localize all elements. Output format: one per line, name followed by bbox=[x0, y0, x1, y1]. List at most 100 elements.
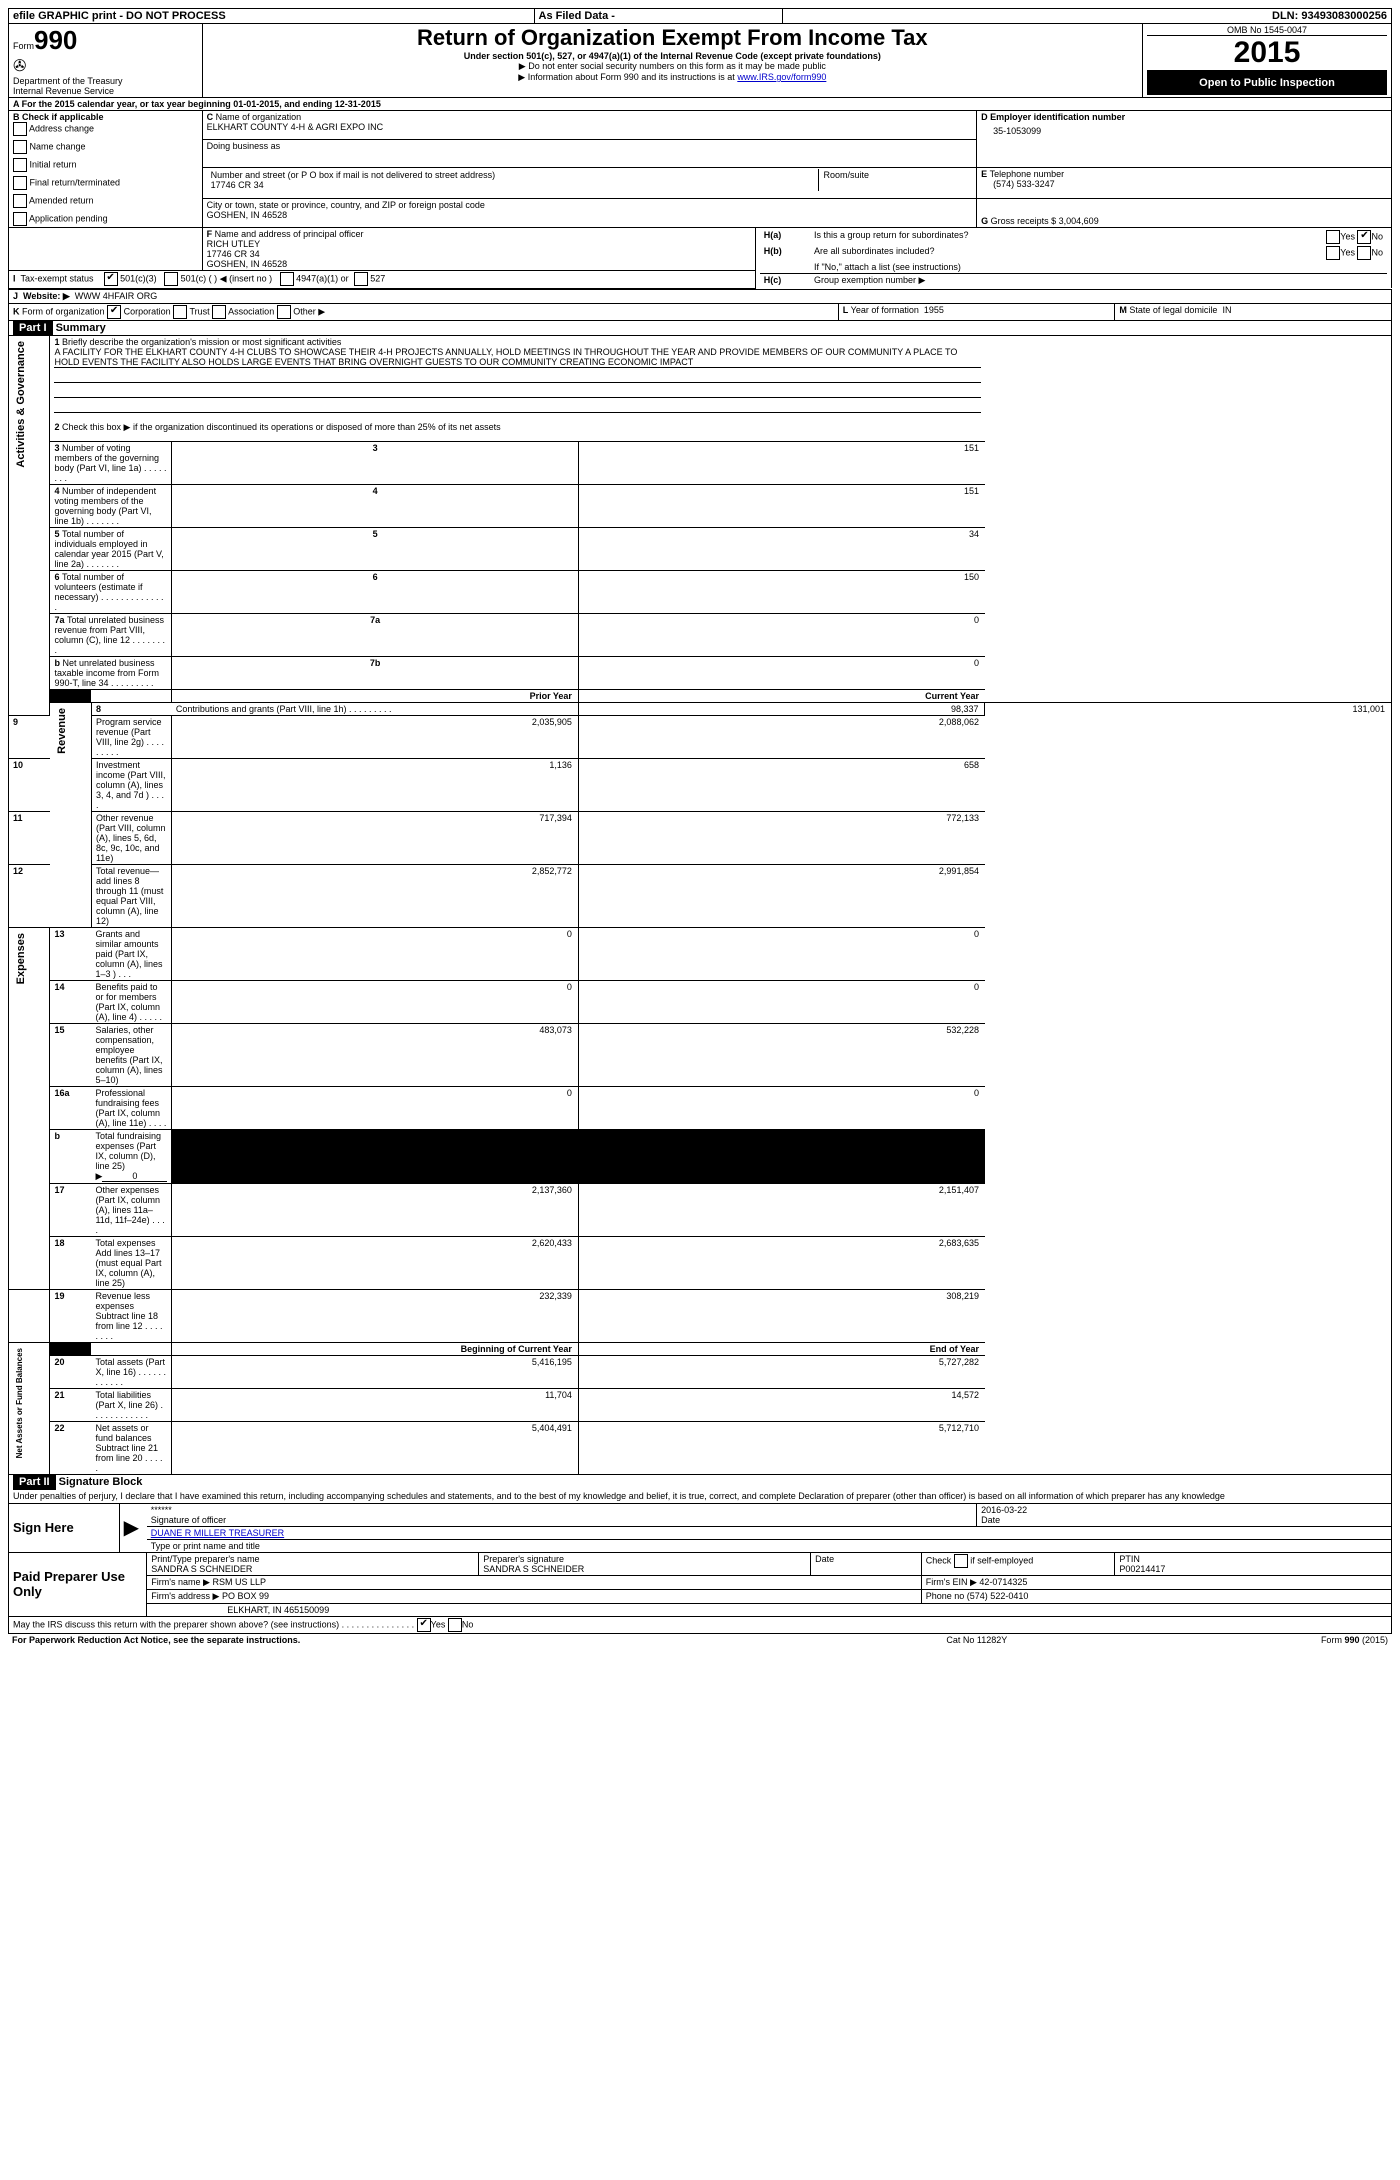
cat-no: Cat No 11282Y bbox=[838, 1634, 1115, 1646]
corp-check[interactable]: ✔ bbox=[107, 305, 121, 319]
r9c: 2,088,062 bbox=[578, 715, 985, 758]
revenue-label: Revenue bbox=[54, 704, 70, 758]
sig-date: 2016-03-22 bbox=[981, 1505, 1387, 1515]
row-klm: K Form of organization ✔ Corporation Tru… bbox=[8, 304, 1392, 321]
paperwork-note: For Paperwork Reduction Act Notice, see … bbox=[8, 1634, 838, 1646]
website-value: WWW 4HFAIR ORG bbox=[75, 291, 158, 301]
527-check[interactable] bbox=[354, 272, 368, 286]
line9: Program service revenue (Part VIII, line… bbox=[96, 717, 162, 747]
phone-label: Telephone number bbox=[990, 169, 1065, 179]
name-change-check[interactable] bbox=[13, 140, 27, 154]
amended-check[interactable] bbox=[13, 194, 27, 208]
ein-label: Employer identification number bbox=[990, 112, 1125, 122]
dept-treasury: Department of the Treasury bbox=[13, 76, 198, 86]
discuss-no[interactable] bbox=[448, 1618, 462, 1632]
r15c: 532,228 bbox=[578, 1023, 985, 1086]
end-hdr: End of Year bbox=[578, 1342, 985, 1355]
r13p: 0 bbox=[172, 927, 579, 980]
ha-yes[interactable] bbox=[1326, 230, 1340, 244]
hb-no[interactable] bbox=[1357, 246, 1371, 260]
sign-here: Sign Here bbox=[9, 1504, 120, 1553]
4947-check[interactable] bbox=[280, 272, 294, 286]
current-year-hdr: Current Year bbox=[578, 689, 985, 702]
irs-link[interactable]: www.IRS.gov/form990 bbox=[737, 72, 826, 82]
r14c: 0 bbox=[578, 980, 985, 1023]
dln-value: 93493083000256 bbox=[1301, 10, 1387, 22]
line5: Total number of individuals employed in … bbox=[54, 529, 163, 569]
discuss-text: May the IRS discuss this return with the… bbox=[13, 1619, 339, 1629]
r10p: 1,136 bbox=[172, 758, 579, 811]
501c3-check[interactable]: ✔ bbox=[104, 272, 118, 286]
officer-label: Name and address of principal officer bbox=[215, 229, 364, 239]
street-label: Number and street (or P O box if mail is… bbox=[211, 170, 815, 180]
initial-return-check[interactable] bbox=[13, 158, 27, 172]
part1-label: Part I bbox=[13, 320, 53, 336]
other-check[interactable] bbox=[277, 305, 291, 319]
irs-label: Internal Revenue Service bbox=[13, 86, 198, 96]
r11p: 717,394 bbox=[172, 811, 579, 864]
r20e: 5,727,282 bbox=[578, 1355, 985, 1388]
part1-body: Activities & Governance 1 Briefly descri… bbox=[8, 335, 1392, 1475]
org-name: ELKHART COUNTY 4-H & AGRI EXPO INC bbox=[207, 122, 972, 132]
line4: Number of independent voting members of … bbox=[54, 486, 156, 526]
officer-name-link[interactable]: DUANE R MILLER TREASURER bbox=[151, 1528, 284, 1538]
firm-name: RSM US LLP bbox=[212, 1577, 266, 1587]
org-name-label: Name of organization bbox=[216, 112, 302, 122]
sig-label: Signature of officer bbox=[151, 1515, 972, 1525]
part2-title: Signature Block bbox=[59, 1476, 143, 1488]
part2-label: Part II bbox=[13, 1474, 56, 1490]
part1-heading: Part I Summary bbox=[8, 321, 1392, 335]
line7b: Net unrelated business taxable income fr… bbox=[54, 658, 159, 688]
ha-no[interactable]: ✔ bbox=[1357, 230, 1371, 244]
preparer-sig: SANDRA S SCHNEIDER bbox=[483, 1564, 806, 1574]
app-pending-check[interactable] bbox=[13, 212, 27, 226]
501c-check[interactable] bbox=[164, 272, 178, 286]
firm-addr2: ELKHART, IN 465150099 bbox=[147, 1603, 1392, 1616]
hb-yes[interactable] bbox=[1326, 246, 1340, 260]
addr-change-check[interactable] bbox=[13, 122, 27, 136]
efile-text: efile GRAPHIC print - DO NOT PROCESS bbox=[9, 9, 535, 24]
form-header: Form990 ✇ Department of the Treasury Int… bbox=[8, 24, 1392, 98]
line21: Total liabilities (Part X, line 26) bbox=[95, 1390, 158, 1410]
paid-preparer-block: Paid Preparer Use Only Print/Type prepar… bbox=[8, 1553, 1392, 1617]
governance-label: Activities & Governance bbox=[13, 337, 29, 472]
type-label: Type or print name and title bbox=[147, 1539, 1392, 1552]
phone-value: (574) 533-3247 bbox=[981, 179, 1387, 189]
line22: Net assets or fund balances Subtract lin… bbox=[95, 1423, 158, 1463]
open-inspection: Open to Public Inspection bbox=[1147, 71, 1387, 95]
form-ref: Form 990 (2015) bbox=[1115, 1634, 1392, 1646]
hc-label: Group exemption number ▶ bbox=[810, 274, 1387, 288]
r13c: 0 bbox=[578, 927, 985, 980]
city-label: City or town, state or province, country… bbox=[207, 200, 972, 210]
form-subtitle: Under section 501(c), 527, or 4947(a)(1)… bbox=[207, 51, 1138, 61]
r16ac: 0 bbox=[578, 1086, 985, 1129]
ha-label: Is this a group return for subordinates? bbox=[810, 229, 1186, 245]
r21b: 11,704 bbox=[172, 1388, 579, 1421]
entity-block: B Check if applicable Address change Nam… bbox=[8, 111, 1392, 228]
final-return-check[interactable] bbox=[13, 176, 27, 190]
self-emp-check[interactable] bbox=[954, 1554, 968, 1568]
val5: 34 bbox=[578, 527, 985, 570]
part2-heading: Part II Signature Block bbox=[8, 1475, 1392, 1489]
hb-label: Are all subordinates included? bbox=[810, 245, 1186, 261]
website-label: Website: ▶ bbox=[23, 291, 70, 301]
r16ap: 0 bbox=[172, 1086, 579, 1129]
form-label: Form bbox=[13, 41, 34, 51]
r15p: 483,073 bbox=[172, 1023, 579, 1086]
officer-addr2: GOSHEN, IN 46528 bbox=[207, 259, 751, 269]
r14p: 0 bbox=[172, 980, 579, 1023]
assoc-check[interactable] bbox=[212, 305, 226, 319]
room-label: Room/suite bbox=[819, 169, 972, 191]
r12c: 2,991,854 bbox=[578, 864, 985, 927]
trust-check[interactable] bbox=[173, 305, 187, 319]
discuss-yes[interactable]: ✔ bbox=[417, 1618, 431, 1632]
domicile-state: IN bbox=[1222, 305, 1231, 315]
line1-label: Briefly describe the organization's miss… bbox=[62, 337, 341, 347]
line11: Other revenue (Part VIII, column (A), li… bbox=[96, 813, 166, 863]
row-a: A For the 2015 calendar year, or tax yea… bbox=[8, 98, 1392, 111]
gross-value: 3,004,609 bbox=[1059, 216, 1099, 226]
signature-block: Sign Here ▶ ******Signature of officer 2… bbox=[8, 1504, 1392, 1553]
info-note: ▶ Information about Form 990 and its ins… bbox=[207, 72, 1138, 83]
line19: Revenue less expenses Subtract line 18 f… bbox=[95, 1291, 158, 1331]
line13: Grants and similar amounts paid (Part IX… bbox=[95, 929, 162, 979]
